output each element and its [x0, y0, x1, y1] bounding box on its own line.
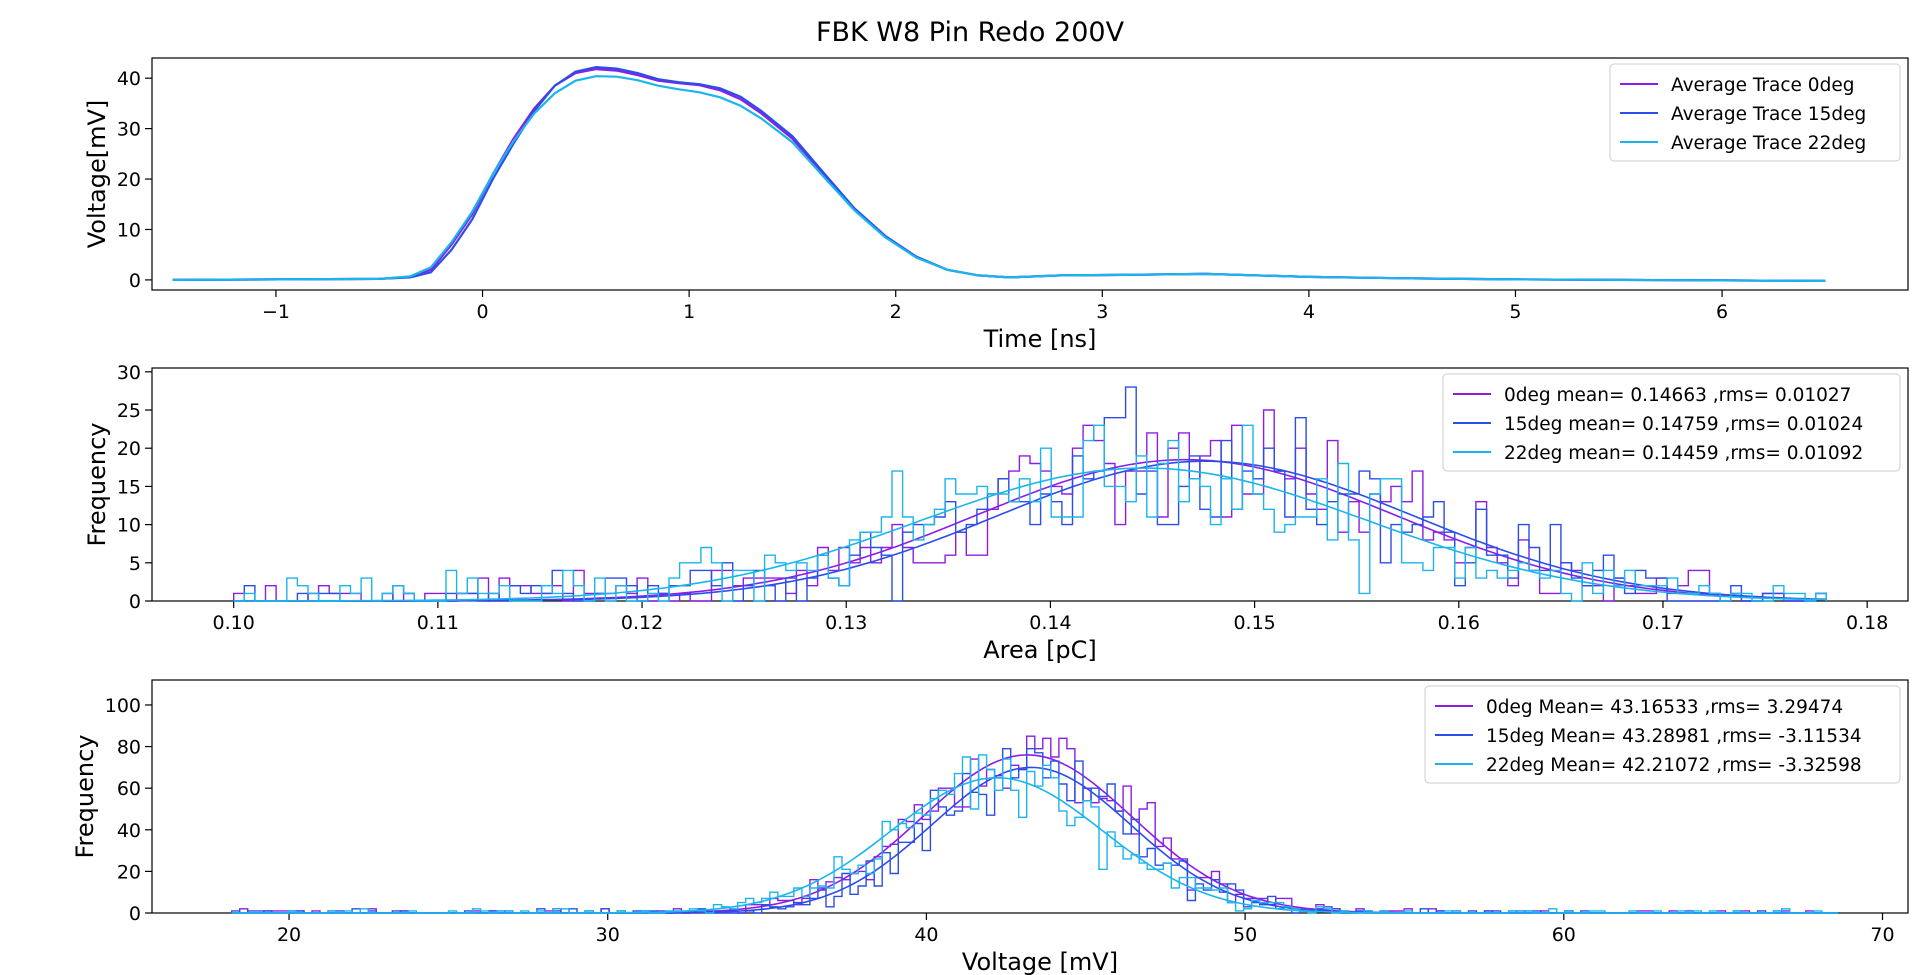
y-axis-label: Frequency [71, 735, 99, 859]
x-tick-label: 4 [1303, 301, 1315, 323]
x-tick-label: 20 [277, 924, 301, 946]
y-tick-label: 60 [117, 778, 141, 800]
y-tick-label: 25 [117, 400, 141, 422]
average-trace-panel: −1 0 1 2 3 4 5 6 0 10 20 30 40 Time [ns] Voltage[mV] Av… [83, 57, 1909, 353]
x-axis-label: Voltage [mV] [962, 948, 1118, 975]
y-tick-label: 10 [117, 219, 141, 241]
series-line [172, 67, 1826, 282]
y-tick-label: 40 [117, 68, 141, 90]
y-tick-label: 0 [129, 903, 141, 925]
plot-frame [151, 57, 1909, 291]
voltage-histogram-panel: 20 30 40 50 60 70 0 20 40 60 80 100 Voltage [mV] Freq… [71, 679, 1909, 975]
x-tick-label: 1 [683, 301, 695, 323]
x-tick-label: 0.10 [213, 612, 255, 634]
x-tick-label: 0.11 [417, 612, 459, 634]
legend-entry: Average Trace 0deg [1671, 75, 1854, 96]
x-tick-label: 0.12 [621, 612, 663, 634]
x-tick-label: 70 [1870, 924, 1894, 946]
y-tick-label: 20 [117, 438, 141, 460]
x-tick-label: 0.13 [825, 612, 867, 634]
x-tick-label: 0.17 [1642, 612, 1684, 634]
legend-entry: 0deg Mean= 43.16533 ,rms= 3.29474 [1486, 697, 1843, 718]
legend-entry: 0deg mean= 0.14663 ,rms= 0.01027 [1504, 385, 1851, 406]
y-tick-label: 30 [117, 119, 141, 141]
x-tick-label: −1 [262, 301, 290, 323]
area-histogram-panel: 0.10 0.11 0.12 0.13 0.14 0.15 0.16 0.17 0.18 0 5 10… [83, 362, 1909, 664]
y-tick-label: 20 [117, 169, 141, 191]
y-axis-label: Voltage[mV] [83, 100, 111, 249]
legend [1609, 63, 1901, 162]
legend-entry: Average Trace 15deg [1671, 104, 1866, 125]
y-axis-label: Frequency [83, 423, 111, 547]
x-tick-label: 3 [1096, 301, 1108, 323]
x-tick-label: 5 [1509, 301, 1521, 323]
x-tick-label: 2 [890, 301, 902, 323]
y-tick-label: 10 [117, 515, 141, 537]
x-tick-label: 60 [1552, 924, 1576, 946]
x-tick-label: 40 [914, 924, 938, 946]
gaussian-fit-line [233, 467, 1827, 602]
x-tick-label: 6 [1716, 301, 1728, 323]
y-tick-label: 0 [129, 270, 141, 292]
y-tick-label: 15 [117, 476, 141, 498]
x-tick-label: 50 [1233, 924, 1257, 946]
legend-entry: Average Trace 22deg [1671, 133, 1866, 154]
legend [1424, 685, 1901, 784]
gaussian-fit-line [231, 776, 1838, 914]
y-tick-label: 20 [117, 861, 141, 883]
x-tick-label: 30 [596, 924, 620, 946]
y-tick-label: 0 [129, 591, 141, 613]
x-tick-label: 0.15 [1233, 612, 1275, 634]
histogram-steps [233, 424, 1827, 602]
gaussian-fit-line [231, 766, 1838, 914]
y-tick-label: 5 [129, 553, 141, 575]
legend-entry: 22deg mean= 0.14459 ,rms= 0.01092 [1504, 443, 1863, 464]
y-tick-label: 100 [105, 695, 141, 717]
x-tick-label: 0.16 [1438, 612, 1480, 634]
x-tick-label: 0 [476, 301, 488, 323]
figure-title: FBK W8 Pin Redo 200V [816, 17, 1125, 48]
x-axis-label: Area [pC] [983, 636, 1097, 664]
plot-frame [151, 367, 1909, 602]
legend-entry: 15deg Mean= 43.28981 ,rms= -3.11534 [1486, 726, 1862, 747]
y-tick-label: 30 [117, 362, 141, 384]
legend-entry: 22deg Mean= 42.21072 ,rms= -3.32598 [1486, 755, 1862, 776]
x-tick-label: 0.18 [1846, 612, 1888, 634]
x-axis-label: Time [ns] [983, 325, 1097, 353]
gaussian-fit-line [233, 460, 1827, 602]
y-tick-label: 40 [117, 820, 141, 842]
y-tick-label: 80 [117, 737, 141, 759]
series-line [172, 75, 1826, 282]
series-line [172, 65, 1826, 282]
x-tick-label: 0.14 [1029, 612, 1071, 634]
legend-entry: 15deg mean= 0.14759 ,rms= 0.01024 [1504, 414, 1863, 435]
plot-frame [151, 679, 1909, 914]
legend [1442, 373, 1901, 472]
